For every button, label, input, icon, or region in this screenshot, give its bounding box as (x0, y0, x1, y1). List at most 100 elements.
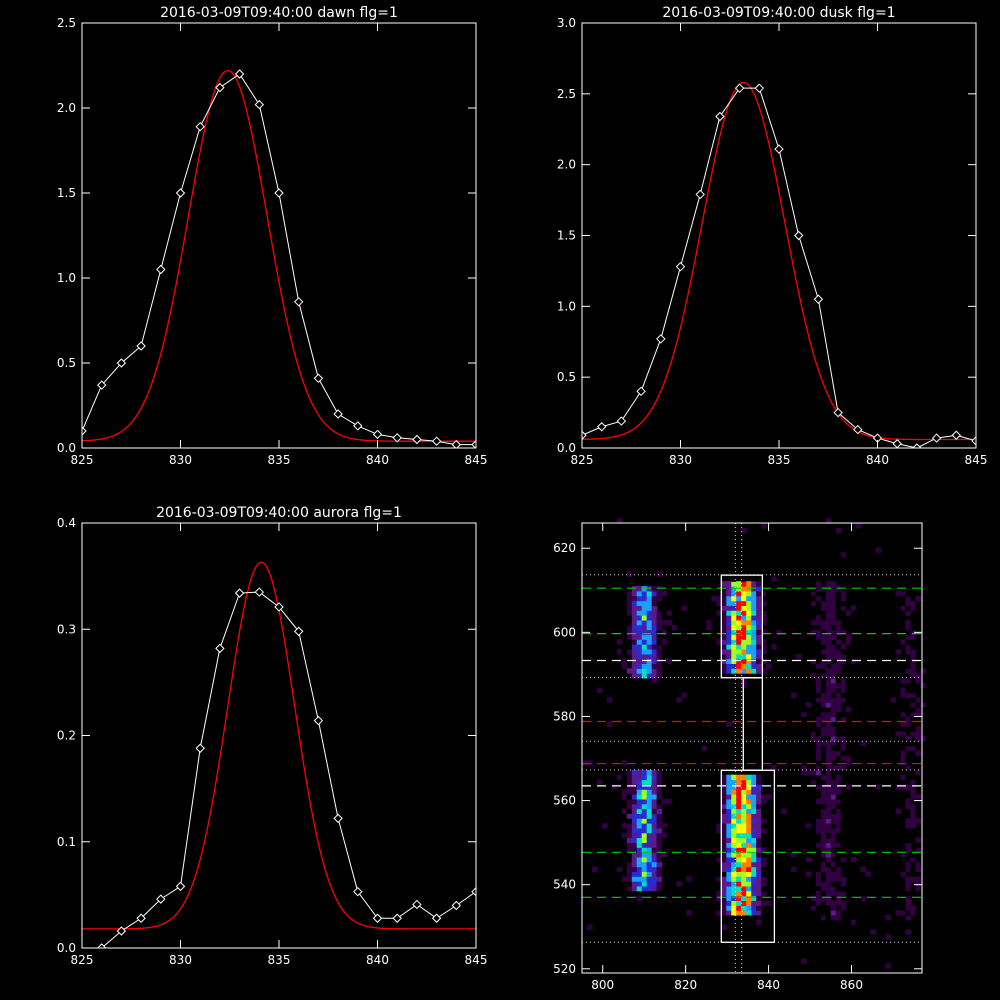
heatmap-cell (751, 653, 757, 660)
heatmap-cell (840, 944, 847, 950)
heatmap-cell (905, 939, 911, 945)
heatmap-cell (606, 697, 613, 703)
heatmap-cell (761, 600, 767, 606)
y-tick-label: 1.0 (57, 271, 76, 285)
heatmap-cell (731, 610, 737, 616)
heatmap-cell (820, 794, 827, 800)
heatmap-cell (840, 716, 847, 723)
heatmap-cell (810, 629, 817, 635)
heatmap-cell (915, 774, 921, 781)
heatmap-cell (915, 707, 921, 713)
heatmap-cell (825, 794, 832, 800)
heatmap-cell (726, 634, 732, 640)
heatmap-cell (746, 881, 752, 887)
heatmap-cell (905, 726, 911, 732)
heatmap-cell (805, 740, 812, 747)
heatmap-cell (721, 615, 727, 621)
heatmap-cell (706, 692, 712, 698)
heatmap-cell (756, 905, 762, 911)
heatmap-cell (825, 852, 832, 858)
heatmap-cell (656, 871, 663, 877)
heatmap-cell (731, 895, 737, 901)
heatmap-cell (900, 852, 906, 858)
heatmap-cell (751, 905, 757, 911)
heatmap-cell (910, 649, 916, 655)
heatmap-cell (825, 803, 832, 810)
heatmap-cell (641, 876, 648, 882)
heatmap-cell (641, 813, 648, 819)
heatmap-cell (815, 658, 822, 664)
heatmap-cell (646, 634, 653, 640)
heatmap-cell (761, 823, 767, 829)
heatmap-cell (741, 528, 747, 534)
heatmap-cell (731, 789, 737, 795)
heatmap-cell (731, 885, 737, 892)
heatmap-cell (840, 827, 847, 834)
heatmap-cell (915, 687, 921, 693)
heatmap-cell (736, 842, 742, 848)
heatmap-cell (651, 818, 658, 824)
heatmap-cell (761, 779, 767, 785)
heatmap-cell (766, 895, 772, 901)
heatmap-cell (681, 963, 688, 969)
heatmap-cell (761, 639, 767, 645)
heatmap-cell (820, 852, 827, 858)
heatmap-cell (905, 639, 911, 645)
heatmap-cell (761, 615, 767, 621)
heatmap-cell (835, 668, 842, 674)
data-point (274, 188, 284, 198)
heatmap-cell (636, 619, 643, 626)
heatmap-cell (776, 726, 782, 732)
heatmap-cell (736, 624, 742, 631)
heatmap-cell (716, 890, 722, 897)
heatmap-cell (830, 649, 837, 655)
heatmap-cell (895, 774, 902, 781)
heatmap-cell (656, 813, 663, 819)
heatmap-cell (651, 615, 658, 621)
heatmap-cell (835, 590, 842, 597)
y-tick-label: 600 (553, 625, 576, 639)
data-point (175, 881, 186, 892)
heatmap-cell (850, 944, 857, 950)
heatmap-cell (656, 595, 663, 602)
heatmap-cell (582, 619, 588, 626)
heatmap-cell (636, 881, 643, 887)
heatmap-cell (835, 552, 842, 558)
heatmap-cell (587, 561, 593, 568)
heatmap-cell (701, 798, 707, 805)
heatmap-cell (756, 856, 762, 863)
data-point (695, 189, 705, 200)
heatmap-cell (641, 774, 648, 781)
heatmap-cell (651, 692, 658, 698)
heatmap-cell (905, 915, 911, 921)
heatmap-cell (636, 697, 643, 703)
heatmap-cell (815, 813, 822, 819)
heatmap-cell (835, 644, 842, 650)
x-tick-label: 860 (840, 978, 863, 992)
heatmap-cell (741, 885, 747, 892)
heatmap-cell (900, 774, 906, 781)
heatmap-cell (835, 697, 842, 703)
heatmap-cell (736, 668, 742, 674)
heatmap-cell (721, 934, 727, 940)
heatmap-cell (716, 595, 722, 602)
heatmap-cell (815, 581, 822, 587)
heatmap-cell (905, 600, 911, 606)
heatmap-cell (815, 726, 822, 732)
heatmap-cell (756, 639, 762, 645)
heatmap-cell (656, 537, 663, 544)
heatmap-cell (736, 634, 742, 640)
heatmap-cell (895, 731, 902, 737)
heatmap-cell (726, 827, 732, 834)
heatmap-cell (721, 523, 727, 529)
heatmap-cell (651, 658, 658, 664)
heatmap-cell (825, 784, 832, 790)
heatmap-cell (825, 876, 832, 882)
heatmap-cell (636, 755, 643, 761)
heatmap-cell (830, 837, 837, 843)
heatmap-cell (741, 653, 747, 660)
heatmap-cell (905, 610, 911, 616)
heatmap-cell (825, 915, 832, 921)
heatmap-cell (915, 861, 921, 868)
heatmap-cell (671, 847, 678, 853)
